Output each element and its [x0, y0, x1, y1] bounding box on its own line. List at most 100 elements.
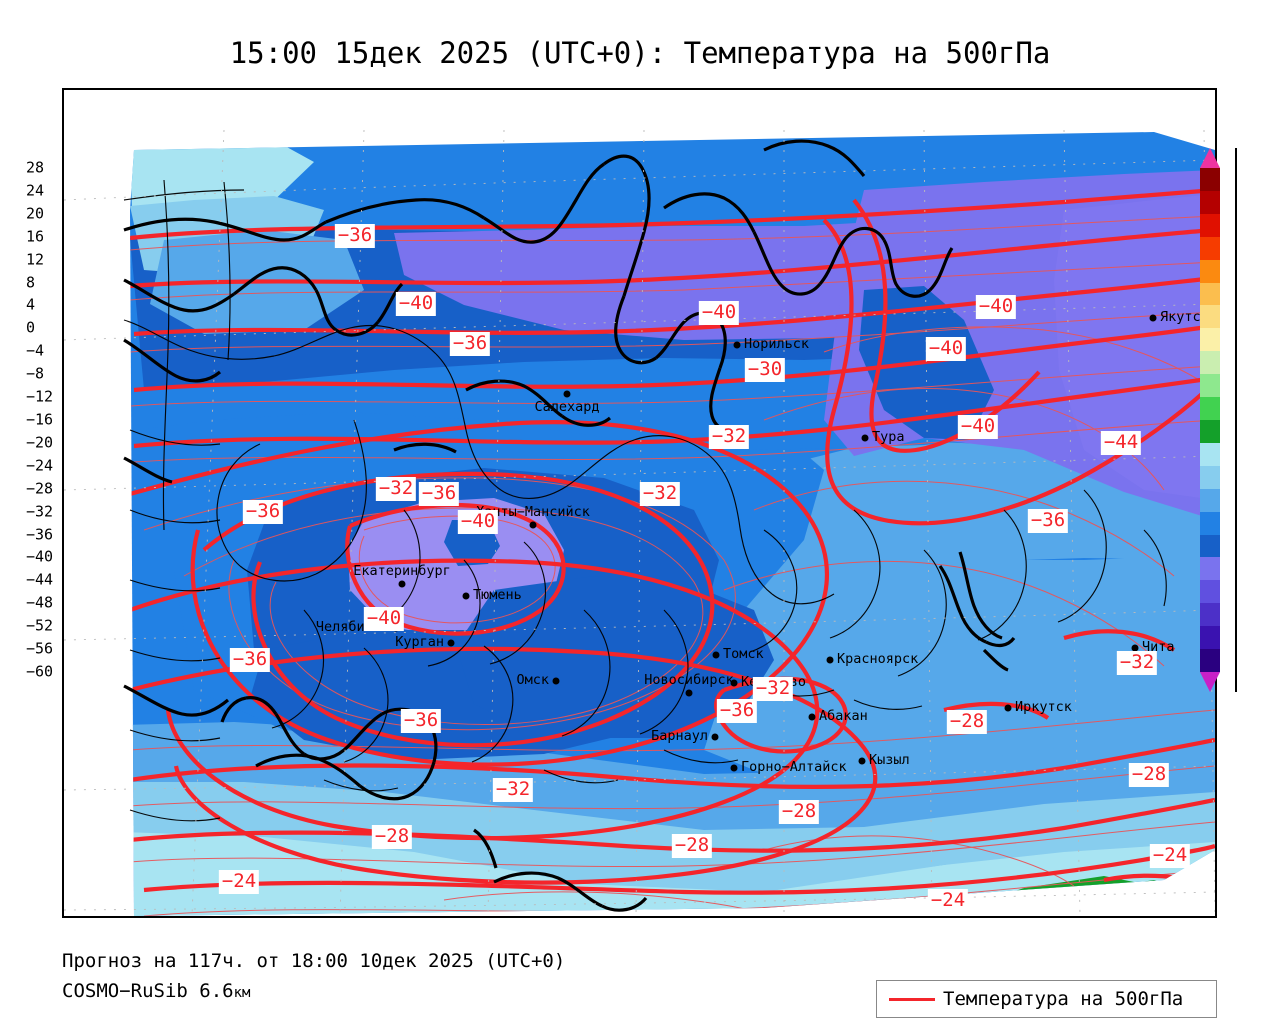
- colorbar-tick-label: 16: [26, 227, 45, 246]
- colorbar-tick-label: 20: [26, 204, 45, 223]
- legend-line-swatch: [889, 997, 935, 1001]
- contour-label: −28: [671, 834, 713, 858]
- contour-label: −36: [449, 332, 491, 356]
- colorbar-cell: [1200, 442, 1220, 467]
- colorbar-cell: [1200, 282, 1220, 306]
- contour-label: −32: [1116, 651, 1158, 675]
- colorbar-tick-label: 28: [26, 158, 45, 177]
- contour-label: −24: [1149, 844, 1191, 868]
- city-dot: [529, 521, 537, 529]
- city-dot: [563, 390, 571, 398]
- colorbar-tick-label: −56: [26, 639, 54, 658]
- model-resolution-unit: км: [233, 985, 251, 1001]
- colorbar-cell: [1200, 397, 1220, 421]
- contour-label: −28: [371, 825, 413, 849]
- contour-label: −40: [363, 607, 405, 631]
- contour-label: −40: [698, 301, 740, 325]
- colorbar-tick-label: −48: [26, 593, 54, 612]
- city-dot: [398, 580, 406, 588]
- page-title: 15:00 15дек 2025 (UTC+0): Температура на…: [229, 36, 1051, 70]
- city-dot: [730, 679, 738, 687]
- city-dot: [447, 639, 455, 647]
- major-contours: [130, 187, 1215, 916]
- contour-label: −40: [957, 415, 999, 439]
- colorbar-tick-label: −40: [26, 547, 54, 566]
- colorbar: [1200, 148, 1220, 692]
- contour-label: −24: [927, 889, 969, 913]
- contour-label: −40: [395, 292, 437, 316]
- city-label: Горно−Алтайск: [741, 759, 847, 775]
- city-label: Тюмень: [473, 587, 522, 603]
- city-dot: [712, 651, 720, 659]
- city-label: Новосибирск: [644, 672, 734, 688]
- colorbar-cell: [1200, 420, 1220, 444]
- city-dot: [733, 341, 741, 349]
- colorbar-over-arrow: [1200, 148, 1220, 168]
- model-name: COSMO−RuSib: [62, 980, 188, 1002]
- colorbar-tick-label: 0: [26, 318, 36, 337]
- contour-label: −28: [1128, 763, 1170, 787]
- city-dot: [858, 757, 866, 765]
- contour-label: −36: [418, 482, 460, 506]
- city-label: Норильск: [744, 336, 810, 352]
- colorbar-cell: [1200, 259, 1220, 284]
- colorbar-cell: [1200, 305, 1220, 329]
- city-dot: [711, 733, 719, 741]
- city-dot: [462, 592, 470, 600]
- colorbar-cell: [1200, 168, 1220, 192]
- city-dot: [552, 677, 560, 685]
- city-dot: [730, 764, 738, 772]
- colorbar-tick-label: 12: [26, 250, 45, 269]
- colorbar-cell: [1200, 328, 1220, 352]
- colorbar-tick-label: −4: [26, 341, 45, 360]
- colorbar-tick-label: −60: [26, 662, 54, 681]
- colorbar-cell: [1200, 488, 1220, 513]
- legend: Температура на 500гПа: [876, 980, 1217, 1018]
- city-label: Ханты−Мансийск: [476, 504, 590, 520]
- city-label: Барнаул: [651, 728, 708, 744]
- contour-label: −32: [375, 477, 417, 501]
- city-label: Красноярск: [837, 651, 919, 667]
- colorbar-tick-label: −32: [26, 502, 54, 521]
- footer: Прогноз на 117ч. от 18:00 10дек 2025 (UT…: [62, 946, 565, 1008]
- contour-label: −30: [744, 358, 786, 382]
- city-dot: [826, 656, 834, 664]
- colorbar-cell: [1200, 580, 1220, 604]
- contour-label: −24: [218, 870, 260, 894]
- city-dot: [808, 713, 816, 721]
- colorbar-tick-label: −8: [26, 364, 45, 383]
- contour-label: −28: [778, 800, 820, 824]
- colorbar-cell: [1200, 236, 1220, 261]
- city-label: Тура: [872, 429, 905, 445]
- colorbar-cell: [1200, 557, 1220, 581]
- colorbar-tick-label: 4: [26, 295, 36, 314]
- city-label: Абакан: [819, 708, 868, 724]
- city-label: Якутск: [1160, 309, 1209, 325]
- contour-label: −28: [946, 710, 988, 734]
- city-label: Салехард: [534, 399, 600, 415]
- contour-label: −40: [925, 337, 967, 361]
- colorbar-cell: [1200, 603, 1220, 627]
- colorbar-tick-label: 8: [26, 273, 36, 292]
- admin-borders: [123, 179, 1167, 822]
- colorbar-tick-label: 24: [26, 181, 45, 200]
- contour-label: −36: [1027, 509, 1069, 533]
- contour-label: −32: [708, 425, 750, 449]
- colorbar-tick-label: −52: [26, 616, 54, 635]
- colorbar-cell: [1200, 213, 1220, 238]
- city-label: Екатеринбург: [353, 563, 451, 579]
- city-dot: [861, 434, 869, 442]
- city-dot: [685, 689, 693, 697]
- contour-label: −32: [639, 482, 681, 506]
- colorbar-tick-label: −16: [26, 410, 54, 429]
- weather-map: Норильск Салехард Тура Якутск Ханты−Мансийск…: [62, 88, 1217, 918]
- forecast-info: Прогноз на 117ч. от 18:00 10дек 2025 (UT…: [62, 950, 566, 972]
- colorbar-cell: [1200, 534, 1220, 558]
- contour-label: −32: [752, 677, 794, 701]
- colorbar-tick-label: −36: [26, 525, 54, 544]
- contour-label: −44: [1100, 431, 1142, 455]
- colorbar-cell: [1200, 374, 1220, 398]
- contour-label: −36: [716, 699, 758, 723]
- city-dot: [1004, 704, 1012, 712]
- colorbar-cell: [1200, 190, 1220, 215]
